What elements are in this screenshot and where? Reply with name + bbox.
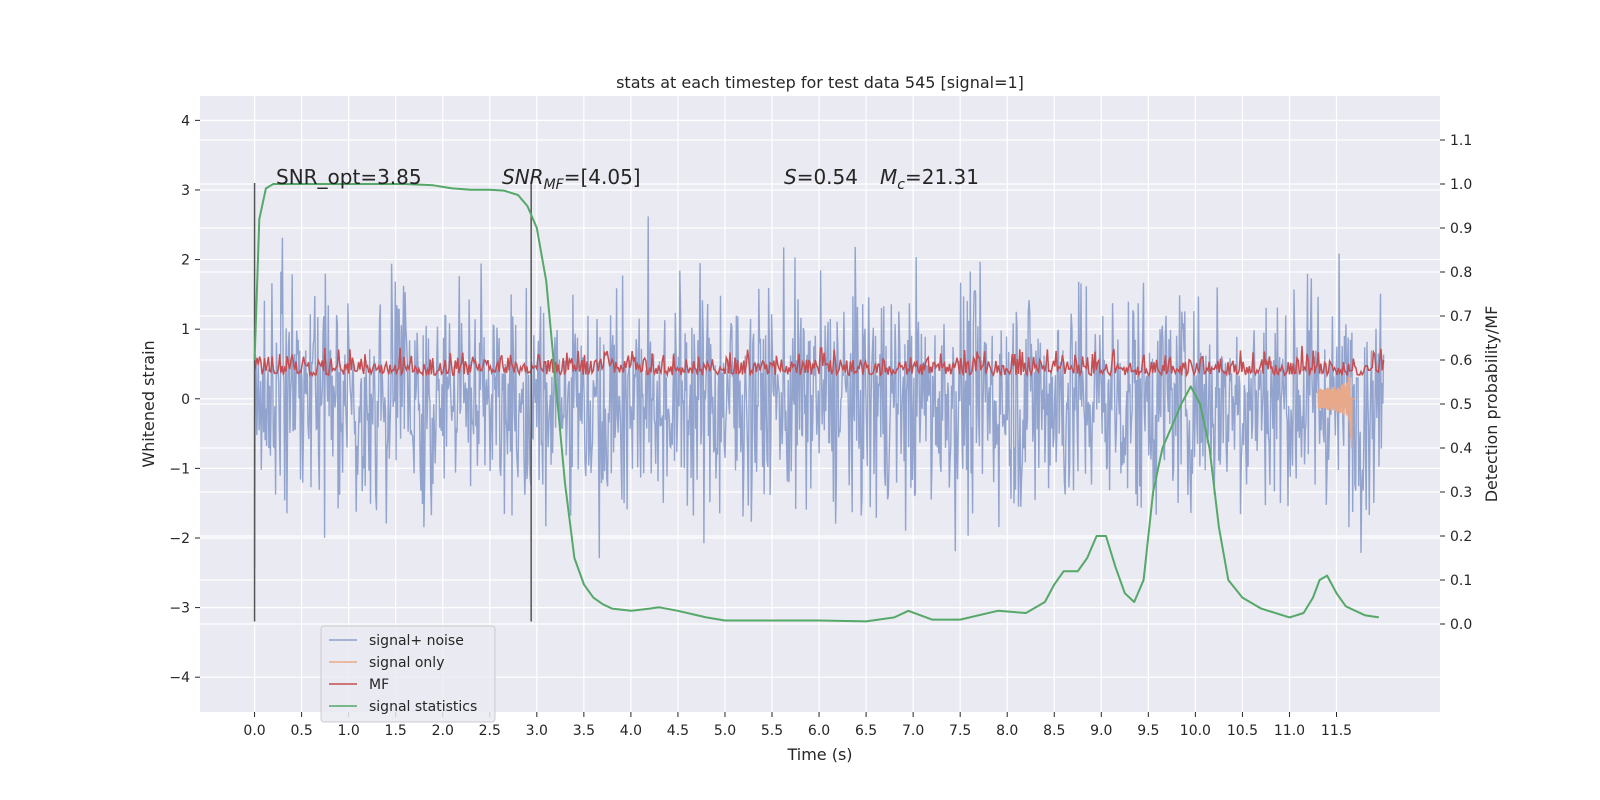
annotation-s: S=0.54	[784, 165, 858, 189]
annotation-mc-value: =21.31	[905, 165, 979, 189]
annotation-s-value: =0.54	[797, 165, 858, 189]
y-axis-label-right: Detection probability/MF	[1482, 306, 1501, 503]
annotation-mc: Mc=21.31	[880, 165, 979, 193]
y-right-tick-label-4: 0.4	[1450, 441, 1472, 457]
annotation-s-main: S	[784, 165, 797, 189]
x-tick-label-23: 11.5	[1321, 723, 1352, 739]
annotation-mc-main: M	[880, 165, 897, 189]
y-right-tick-label-9: 0.9	[1450, 221, 1472, 237]
y-left-tick-label-5: 1	[181, 322, 190, 338]
y-left-tick-label-1: −3	[169, 601, 190, 617]
x-tick-label-0: 0.0	[243, 723, 265, 739]
x-tick-label-3: 1.5	[385, 723, 407, 739]
legend-label-signal-statistics: signal statistics	[369, 699, 477, 715]
y-left-tick-label-0: −4	[169, 670, 190, 686]
y-left-tick-label-7: 3	[181, 183, 190, 199]
series-signal-statistics	[253, 183, 1379, 623]
line-signal-statistics	[253, 183, 1379, 623]
y-right-tick-label-6: 0.6	[1450, 353, 1472, 369]
legend-label-mf: MF	[369, 677, 389, 693]
line-mf	[253, 345, 1385, 378]
x-tick-label-16: 8.0	[996, 723, 1018, 739]
chart-title: stats at each timestep for test data 545…	[616, 73, 1024, 92]
series-mf	[253, 345, 1385, 378]
x-tick-label-21: 10.5	[1227, 723, 1258, 739]
x-tick-label-14: 7.0	[902, 723, 924, 739]
x-tick-label-13: 6.5	[855, 723, 877, 739]
legend: signal+ noise signal only MF signal stat…	[320, 625, 496, 723]
y-ticks-left: −4 −3 −2 −1 0 1 2 3 4	[169, 113, 200, 686]
annotation-snr-mf-subscript: MF	[544, 177, 565, 193]
y-right-tick-label-1: 0.1	[1450, 573, 1472, 589]
x-tick-label-8: 4.0	[620, 723, 642, 739]
legend-label-signal-only: signal only	[369, 655, 444, 671]
x-ticks: 0.0 0.5 1.0 1.5 2.0 2.5 3.0 3.5 4.0 4.5 5.0 5.5 6.0 6…	[243, 712, 1352, 739]
y-left-tick-label-4: 0	[181, 392, 190, 408]
x-tick-label-20: 10.0	[1180, 723, 1211, 739]
x-tick-label-19: 9.5	[1137, 723, 1159, 739]
y-axis-label-left: Whitened strain	[139, 340, 158, 467]
x-axis-label: Time (s)	[786, 745, 852, 764]
x-tick-label-5: 2.5	[479, 723, 501, 739]
y-right-tick-label-11: 1.1	[1450, 133, 1472, 149]
legend-label-signal-plus-noise: signal+ noise	[369, 633, 464, 649]
x-tick-label-7: 3.5	[573, 723, 595, 739]
x-tick-label-12: 6.0	[808, 723, 830, 739]
annotation-snr-mf: SNRMF=[4.05]	[502, 165, 641, 193]
x-tick-label-15: 7.5	[949, 723, 971, 739]
y-left-tick-label-3: −1	[169, 461, 190, 477]
y-right-tick-label-0: 0.0	[1450, 617, 1472, 633]
x-tick-label-17: 8.5	[1043, 723, 1065, 739]
y-right-tick-label-10: 1.0	[1450, 177, 1472, 193]
annotation-snr-opt: SNR_opt=3.85	[276, 165, 422, 189]
annotation-snr-mf-main: SNR	[502, 165, 544, 189]
annotation-snr-mf-value: =[4.05]	[564, 165, 641, 189]
y-right-tick-label-2: 0.2	[1450, 529, 1472, 545]
y-left-tick-label-2: −2	[169, 531, 190, 547]
series-signal-only	[1317, 373, 1356, 449]
x-tick-label-22: 11.0	[1274, 723, 1305, 739]
vertical-lines	[253, 183, 532, 622]
x-tick-label-18: 9.0	[1090, 723, 1112, 739]
x-tick-label-4: 2.0	[432, 723, 454, 739]
y-right-tick-label-5: 0.5	[1450, 397, 1472, 413]
x-tick-label-2: 1.0	[338, 723, 360, 739]
y-left-tick-label-6: 2	[181, 253, 190, 269]
y-right-tick-label-7: 0.7	[1450, 309, 1472, 325]
x-tick-label-11: 5.5	[761, 723, 783, 739]
y-left-tick-label-8: 4	[181, 113, 190, 129]
x-tick-label-1: 0.5	[290, 723, 312, 739]
x-tick-label-6: 3.0	[526, 723, 548, 739]
annotation-mc-subscript: c	[897, 177, 905, 193]
x-tick-label-10: 5.0	[714, 723, 736, 739]
y-right-tick-label-8: 0.8	[1450, 265, 1472, 281]
x-tick-label-9: 4.5	[667, 723, 689, 739]
y-right-tick-label-3: 0.3	[1450, 485, 1472, 501]
line-signal-only	[1317, 373, 1356, 449]
y-ticks-right: 0.0 0.1 0.2 0.3 0.4 0.5 0.6 0.7 0.8 0.9 1.0 1.1	[1440, 133, 1472, 633]
legend-box	[320, 625, 496, 723]
